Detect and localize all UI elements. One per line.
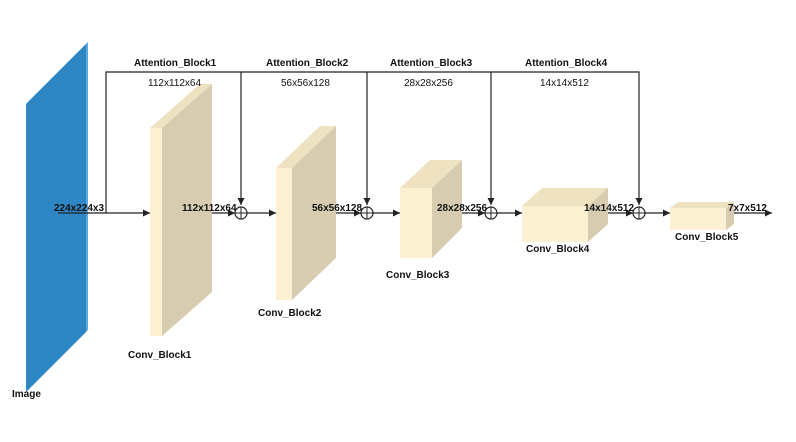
- conv-block-2-front: [276, 168, 292, 300]
- attention-block-3-dims: 28x28x256: [404, 78, 453, 89]
- attention-block-1-dims: 112x112x64: [148, 78, 201, 89]
- conv-block-5-front: [670, 208, 726, 230]
- input-dims-label: 224x224x3: [54, 203, 104, 214]
- conv-block-2-side: [292, 126, 336, 300]
- conv-block-3-front: [400, 188, 432, 258]
- conv-block-4-side: [588, 188, 608, 242]
- add-node-1: [234, 206, 248, 220]
- add-node-4: [632, 206, 646, 220]
- conv-block-3-label: Conv_Block3: [386, 270, 450, 281]
- conv-block-1-dims-label: 112x112x64: [182, 203, 237, 214]
- conv-block-2-top: [276, 126, 336, 168]
- conv-block-1-front: [150, 128, 162, 336]
- input-label: Image: [12, 389, 41, 400]
- attention-block-1-label: Attention_Block1: [134, 58, 217, 69]
- add-node-2: [360, 206, 374, 220]
- input-image: [26, 42, 88, 392]
- input-image-front: [26, 44, 86, 392]
- conv-block-1-label: Conv_Block1: [128, 350, 192, 361]
- conv-block-2: [276, 126, 336, 300]
- conv-block-4-label: Conv_Block4: [526, 244, 590, 255]
- conv-block-1-top: [150, 84, 212, 128]
- conv-block-3-side: [432, 160, 462, 258]
- attention-block-3-label: Attention_Block3: [390, 58, 473, 69]
- conv-block-3: [400, 160, 462, 258]
- attention-block-4-label: Attention_Block4: [525, 58, 608, 69]
- attention-path-1: [105, 71, 245, 213]
- conv-block-2-label: Conv_Block2: [258, 308, 322, 319]
- attention-path-4: [491, 71, 643, 205]
- conv-block-1: [150, 84, 212, 336]
- conv-block-5: [670, 202, 734, 230]
- conv-block-5-dims-label: 7x7x512: [728, 203, 767, 214]
- conv-block-3-top: [400, 160, 462, 188]
- conv-block-5-top: [670, 202, 734, 208]
- conv-block-4: [522, 188, 608, 242]
- conv-block-3-dims-label: 28x28x256: [437, 203, 487, 214]
- conv-block-4-top: [522, 188, 608, 206]
- attention-block-2-dims: 56x56x128: [281, 78, 330, 89]
- conv-block-2-dims-label: 56x56x128: [312, 203, 362, 214]
- conv-block-4-dims-label: 14x14x512: [584, 203, 634, 214]
- conv-block-4-front: [522, 206, 588, 242]
- conv-block-5-label: Conv_Block5: [675, 232, 739, 243]
- add-node-3: [484, 206, 498, 220]
- attention-block-4-dims: 14x14x512: [540, 78, 589, 89]
- conv-block-1-side: [162, 84, 212, 336]
- conv-block-5-side: [726, 202, 734, 230]
- attention-block-2-label: Attention_Block2: [266, 58, 349, 69]
